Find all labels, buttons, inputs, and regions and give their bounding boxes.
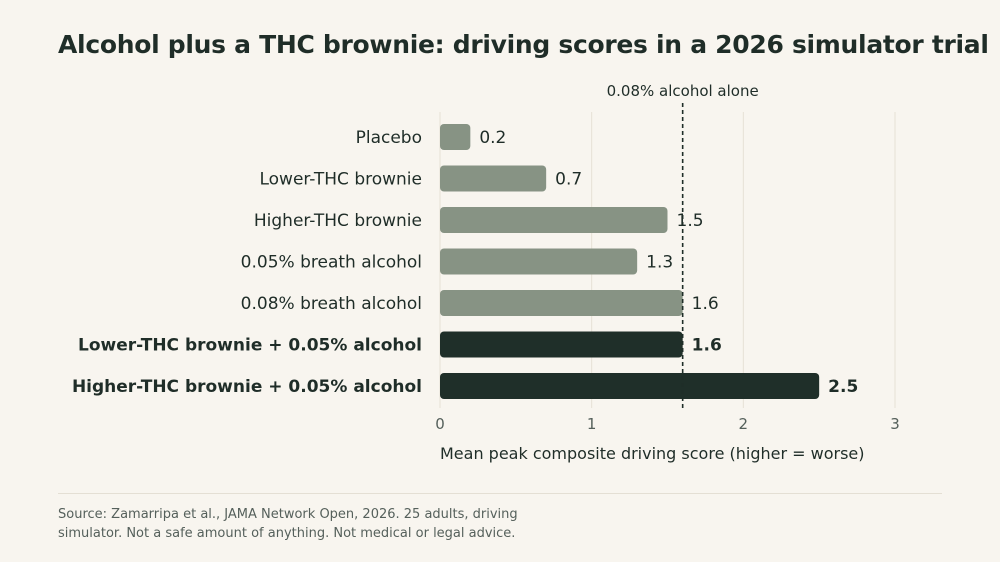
value-label: 1.3 bbox=[646, 253, 673, 273]
x-tick-label: 2 bbox=[739, 415, 749, 433]
value-label: 0.7 bbox=[555, 170, 582, 190]
bar bbox=[440, 248, 638, 275]
x-tick-label: 1 bbox=[587, 415, 597, 433]
footer-divider bbox=[58, 493, 942, 494]
x-axis-label: Mean peak composite driving score (highe… bbox=[440, 444, 865, 463]
bar-chart: 0.08% alcohol alone Placebo Lower-THC bro… bbox=[72, 82, 900, 463]
chart-title: Alcohol plus a THC brownie: driving scor… bbox=[58, 30, 989, 59]
value-label: 1.5 bbox=[677, 211, 704, 231]
source-note: Source: Zamarripa et al., JAMA Network O… bbox=[58, 507, 518, 541]
x-axis-ticks: 0 1 2 3 bbox=[435, 415, 900, 433]
reference-line-label: 0.08% alcohol alone bbox=[607, 82, 759, 100]
bar bbox=[440, 331, 683, 358]
category-labels: Placebo Lower-THC brownie Higher-THC brown… bbox=[72, 128, 422, 397]
category-label: Higher-THC brownie + 0.05% alcohol bbox=[72, 377, 422, 397]
value-label: 1.6 bbox=[692, 336, 722, 356]
bar bbox=[440, 290, 683, 316]
x-tick-label: 3 bbox=[890, 415, 900, 433]
bar bbox=[440, 165, 547, 192]
value-label: 1.6 bbox=[692, 294, 719, 314]
category-label: Lower-THC brownie + 0.05% alcohol bbox=[78, 336, 422, 356]
reference-line-group: 0.08% alcohol alone bbox=[607, 82, 759, 408]
bars bbox=[440, 124, 820, 399]
bar bbox=[440, 124, 471, 150]
value-label: 0.2 bbox=[479, 128, 506, 148]
bar bbox=[440, 373, 820, 399]
bar bbox=[440, 207, 668, 233]
category-label: Placebo bbox=[356, 128, 422, 148]
value-labels: 0.2 0.7 1.5 1.3 1.6 1.6 2.5 bbox=[479, 128, 858, 397]
x-tick-label: 0 bbox=[435, 415, 445, 433]
value-label: 2.5 bbox=[828, 377, 858, 397]
category-label: Higher-THC brownie bbox=[254, 211, 422, 231]
category-label: 0.05% breath alcohol bbox=[241, 253, 422, 273]
category-label: Lower-THC brownie bbox=[259, 170, 422, 190]
category-label: 0.08% breath alcohol bbox=[241, 294, 422, 314]
